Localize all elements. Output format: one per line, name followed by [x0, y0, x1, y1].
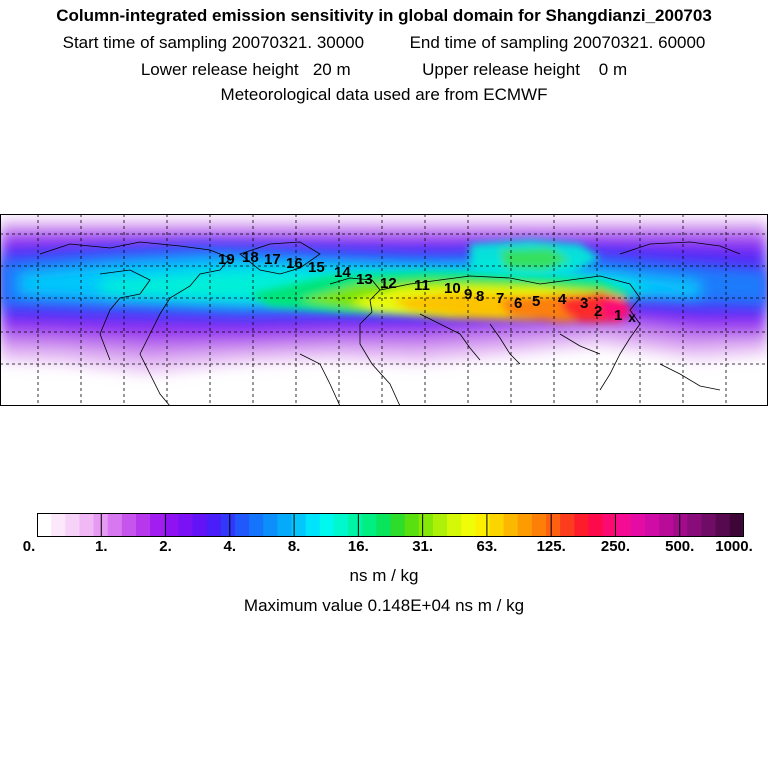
colorbar-cell — [489, 513, 505, 537]
colorbar-tick-label: 63. — [476, 538, 498, 555]
colorbar-tick-label: 31. — [412, 538, 434, 555]
colorbar-tick-label: 1. — [95, 538, 108, 555]
colorbar-cell — [291, 513, 307, 537]
colorbar-cell — [362, 513, 377, 537]
trajectory-label: 17 — [264, 251, 281, 268]
colorbar-cell — [277, 513, 293, 537]
colorbar-cell — [249, 513, 264, 537]
trajectory-label: 15 — [308, 259, 325, 276]
trajectory-label: 19 — [218, 251, 235, 268]
colorbar-tick-label: 1000. — [715, 538, 753, 555]
colorbar-cell — [390, 513, 406, 537]
colorbar-cell — [51, 513, 66, 537]
colorbar-cell — [701, 513, 717, 537]
colorbar-cell — [121, 513, 137, 537]
colorbar-cell — [376, 513, 392, 537]
trajectory-label: 13 — [356, 271, 373, 288]
colorbar-tick-label: 500. — [665, 538, 695, 555]
receptor-marker: x — [628, 309, 636, 325]
colorbar-cell — [447, 513, 462, 537]
colorbar-cell — [517, 513, 533, 537]
colorbar-cell — [220, 513, 236, 537]
emission-sensitivity-map: x 1 2 3 4 5 6 7 8 9 10 11 12 13 14 15 16… — [0, 214, 768, 406]
colorbar-cell — [192, 513, 208, 537]
trajectory-label: 7 — [496, 290, 504, 307]
maximum-value-label: Maximum value 0.148E+04 ns m / kg — [243, 596, 525, 615]
colorbar-cell — [319, 513, 335, 537]
colorbar-units: ns m / kg — [349, 566, 419, 585]
trajectory-label: 12 — [380, 275, 397, 292]
trajectory-label: 2 — [594, 303, 602, 320]
end-time-label: End time of sampling 20070321. 60000 — [409, 33, 706, 52]
colorbar-cell — [602, 513, 618, 537]
colorbar-cell — [560, 513, 575, 537]
colorbar-cell — [206, 513, 222, 537]
upper-release-label: Upper release height 0 m — [422, 60, 628, 79]
colorbar-tick-label: 2. — [159, 538, 172, 555]
trajectory-label: 3 — [580, 295, 588, 312]
trajectory-label: 11 — [414, 277, 430, 294]
colorbar-cell — [588, 513, 604, 537]
colorbar-cell — [687, 513, 703, 537]
colorbar-cell — [659, 513, 674, 537]
colorbar-cell — [645, 513, 660, 537]
trajectory-label: 6 — [514, 295, 522, 312]
colorbar-cell — [673, 513, 689, 537]
colorbar-cell — [164, 513, 179, 537]
colorbar-cell — [503, 513, 519, 537]
trajectory-label: 1 — [614, 307, 622, 324]
colorbar-cell — [263, 513, 278, 537]
colorbar-cell — [461, 513, 476, 537]
colorbar-cell — [333, 513, 349, 537]
colorbar-cell — [630, 513, 646, 537]
colorbar-tick-label: 16. — [347, 538, 369, 555]
colorbar-tick-label: 250. — [600, 538, 631, 555]
lower-release-label: Lower release height 20 m — [140, 60, 351, 79]
colorbar-tick-label: 0. — [22, 538, 36, 555]
trajectory-label: 9 — [464, 286, 472, 303]
svg-text:x: x — [628, 309, 636, 325]
colorbar-cell — [79, 513, 95, 537]
trajectory-label: 4 — [558, 291, 567, 308]
colorbar-cell — [475, 513, 491, 537]
colorbar-cell — [348, 513, 363, 537]
colorbar-cell — [616, 513, 632, 537]
met-data-label: Meteorological data used are from ECMWF — [220, 85, 548, 104]
colorbar — [37, 513, 744, 537]
trajectory-label: 16 — [286, 255, 303, 272]
start-time-label: Start time of sampling 20070321. 30000 — [62, 33, 365, 52]
trajectory-label: 5 — [532, 293, 540, 310]
colorbar-cell — [546, 513, 561, 537]
colorbar-cell — [531, 513, 547, 537]
colorbar-cell — [37, 513, 52, 537]
colorbar-cell — [432, 513, 448, 537]
colorbar-cell — [107, 513, 123, 537]
trajectory-label: 10 — [444, 280, 461, 297]
sampling-time-row: Start time of sampling 20070321. 30000 E… — [0, 33, 768, 53]
colorbar-cell — [150, 513, 165, 537]
colorbar-cell — [729, 513, 744, 537]
trajectory-label: 8 — [476, 288, 484, 305]
plot-title: Column-integrated emission sensitivity i… — [56, 6, 712, 25]
release-height-row: Lower release height 20 m Upper release … — [0, 60, 768, 80]
colorbar-cell — [404, 513, 420, 537]
colorbar-cell — [305, 513, 321, 537]
colorbar-cell — [418, 513, 434, 537]
trajectory-label: 14 — [334, 264, 351, 281]
colorbar-cell — [178, 513, 194, 537]
trajectory-label: 18 — [242, 249, 259, 266]
colorbar-cell — [135, 513, 151, 537]
colorbar-cell — [234, 513, 250, 537]
colorbar-tick-label: 125. — [536, 538, 566, 555]
colorbar-cell — [715, 513, 731, 537]
colorbar-tick-label: 4. — [223, 538, 237, 555]
colorbar-tick-label: 8. — [287, 538, 301, 555]
colorbar-cell — [65, 513, 81, 537]
colorbar-cell — [574, 513, 590, 537]
